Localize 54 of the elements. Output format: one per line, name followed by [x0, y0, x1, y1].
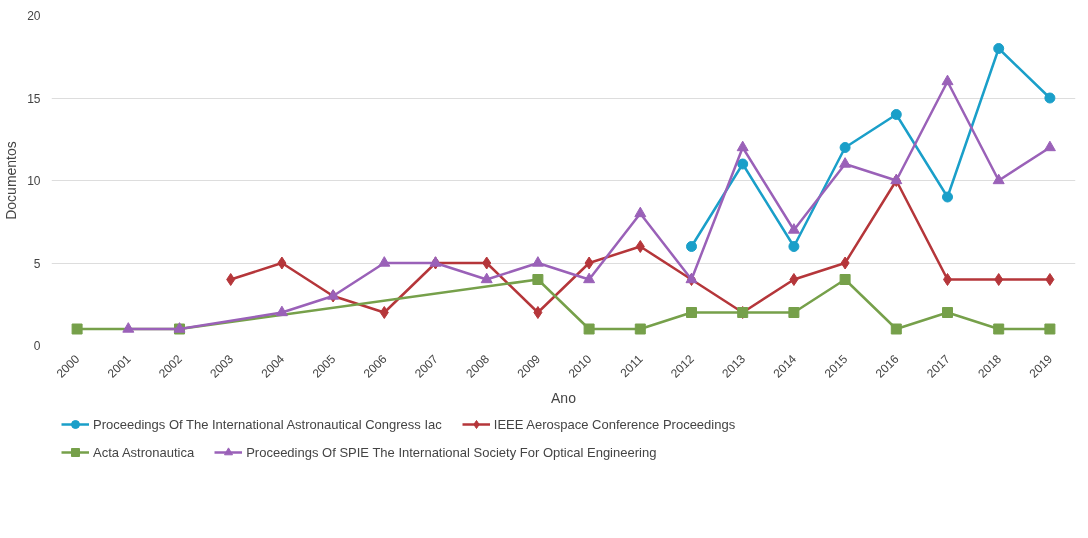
point [226, 273, 236, 286]
point [941, 74, 954, 86]
point [890, 109, 902, 120]
point [1044, 92, 1056, 104]
point [942, 307, 953, 318]
point [533, 306, 543, 319]
point [1045, 273, 1055, 286]
legend-label: Proceedings Of The International Astronautical Congress Iac [93, 416, 442, 432]
point [839, 142, 851, 153]
y-axis-title: Documentos [3, 141, 20, 220]
y-tick-label: 20 [27, 9, 41, 23]
y-tick-label: 5 [33, 256, 41, 271]
point [789, 273, 799, 286]
point [787, 223, 800, 234]
point [378, 256, 391, 267]
point [736, 140, 749, 152]
point [686, 307, 697, 318]
x-axis-title: Ano [551, 389, 577, 406]
y-tick-label: 15 [27, 91, 41, 106]
point [788, 241, 800, 252]
point [71, 323, 83, 335]
point [890, 323, 902, 335]
point [993, 43, 1005, 54]
point [942, 191, 953, 203]
point [1043, 140, 1056, 152]
point [583, 272, 596, 284]
point [532, 274, 544, 285]
point [788, 307, 800, 318]
point [584, 256, 594, 270]
point [379, 306, 389, 319]
point [1044, 323, 1056, 335]
point [737, 158, 749, 170]
point [635, 240, 645, 253]
legend-label: IEEE Aerospace Conference Proceedings [493, 416, 736, 432]
point [994, 273, 1004, 286]
point [583, 323, 595, 335]
point [480, 272, 493, 284]
point [634, 323, 646, 335]
point [122, 322, 135, 333]
y-tick-label: 10 [27, 174, 41, 188]
point [839, 157, 852, 168]
point [992, 173, 1005, 185]
point [275, 305, 288, 317]
point [840, 256, 850, 270]
point [277, 256, 287, 270]
point [531, 256, 544, 267]
point [686, 241, 697, 252]
point [993, 323, 1005, 335]
legend-label: Proceedings Of SPIE The International Society For Optical Engineering [246, 444, 657, 460]
point [839, 274, 851, 285]
point [634, 206, 647, 218]
y-tick-label: 0 [33, 339, 41, 353]
point [482, 256, 492, 270]
legend-label: Acta Astronautica [93, 444, 195, 460]
